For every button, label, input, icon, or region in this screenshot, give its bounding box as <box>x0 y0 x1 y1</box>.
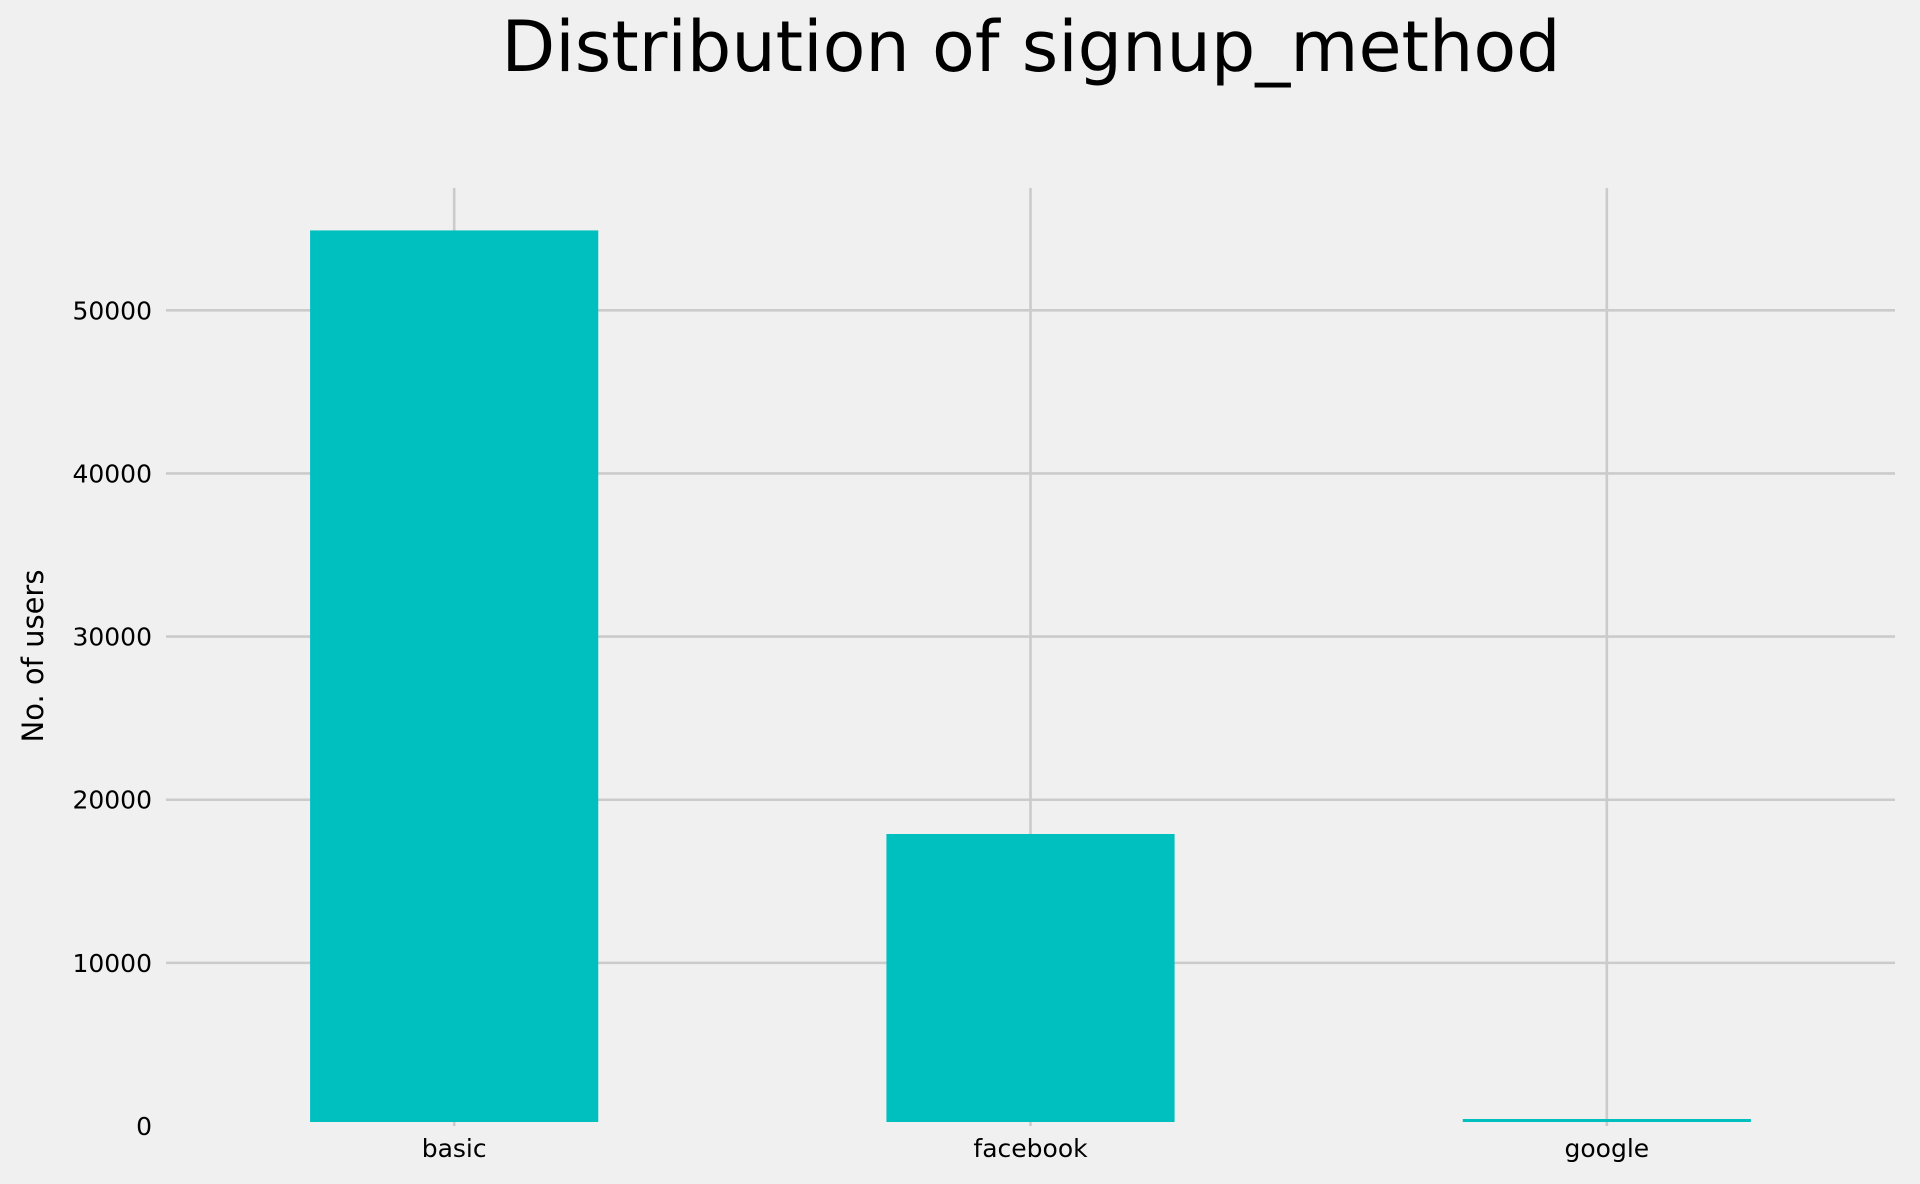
y-tick-label: 40000 <box>72 459 152 488</box>
bar-facebook <box>886 833 1175 1122</box>
y-axis-label: No. of users <box>16 570 50 743</box>
x-ticks: basic facebook google <box>422 1134 1649 1163</box>
y-tick-label: 0 <box>136 1112 152 1141</box>
x-tick-label: google <box>1565 1134 1650 1163</box>
bar-google <box>1462 1119 1751 1122</box>
y-tick-label: 50000 <box>72 296 152 325</box>
x-tick-label: basic <box>422 1134 487 1163</box>
y-tick-label: 20000 <box>72 786 152 815</box>
y-ticks: 0 10000 20000 30000 40000 50000 <box>72 296 152 1141</box>
y-tick-label: 10000 <box>72 949 152 978</box>
bars-layer <box>310 230 1751 1122</box>
y-tick-label: 30000 <box>72 623 152 652</box>
bar-basic <box>310 230 599 1122</box>
x-tick-label: facebook <box>973 1134 1088 1163</box>
chart-title: Distribution of signup_method <box>501 6 1560 88</box>
